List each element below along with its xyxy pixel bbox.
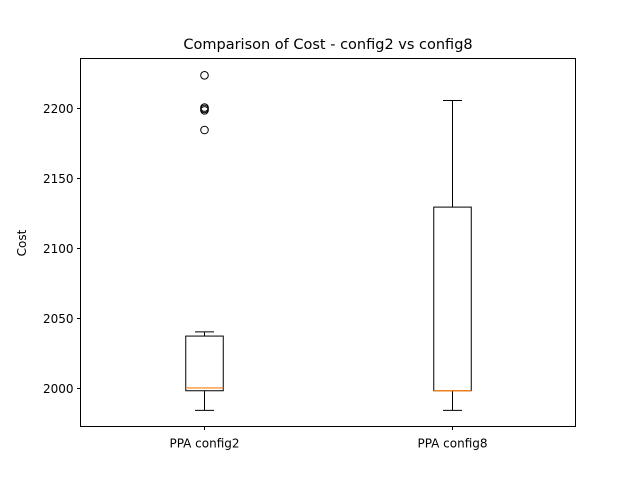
x-tick-label: PPA config8 bbox=[417, 437, 487, 451]
plot-frame bbox=[80, 58, 576, 427]
y-tick-label: 2000 bbox=[43, 382, 74, 396]
chart-title: Comparison of Cost - config2 vs config8 bbox=[183, 37, 472, 53]
y-axis-label: Cost bbox=[15, 229, 29, 256]
boxes bbox=[185, 71, 472, 411]
outlier-point bbox=[200, 125, 209, 135]
outlier-point bbox=[200, 71, 209, 80]
y-tick-label: 2100 bbox=[43, 242, 74, 256]
x-tick-label: PPA config2 bbox=[169, 437, 239, 451]
x-axis: PPA config2 PPA config8 bbox=[169, 426, 488, 451]
y-tick-label: 2200 bbox=[43, 102, 74, 116]
y-axis: 2000 2050 2100 2150 2200 bbox=[43, 102, 81, 396]
y-tick-label: 2150 bbox=[43, 172, 74, 186]
iqr-box bbox=[185, 335, 224, 392]
outlier-point bbox=[200, 103, 209, 112]
iqr-box bbox=[433, 206, 472, 392]
y-tick-label: 2050 bbox=[43, 312, 74, 326]
